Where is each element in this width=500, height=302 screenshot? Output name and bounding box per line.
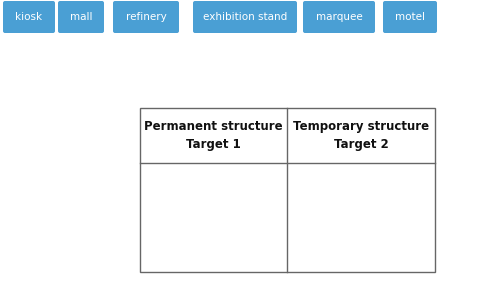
FancyBboxPatch shape [193, 1, 297, 33]
FancyBboxPatch shape [113, 1, 179, 33]
Text: mall: mall [70, 12, 92, 22]
Text: motel: motel [395, 12, 425, 22]
Text: Temporary structure
Target 2: Temporary structure Target 2 [293, 120, 429, 151]
FancyBboxPatch shape [3, 1, 55, 33]
Text: marquee: marquee [316, 12, 362, 22]
FancyBboxPatch shape [58, 1, 104, 33]
Text: exhibition stand: exhibition stand [203, 12, 287, 22]
Text: kiosk: kiosk [16, 12, 42, 22]
FancyBboxPatch shape [303, 1, 375, 33]
Text: refinery: refinery [126, 12, 166, 22]
FancyBboxPatch shape [383, 1, 437, 33]
Text: Permanent structure
Target 1: Permanent structure Target 1 [144, 120, 283, 151]
